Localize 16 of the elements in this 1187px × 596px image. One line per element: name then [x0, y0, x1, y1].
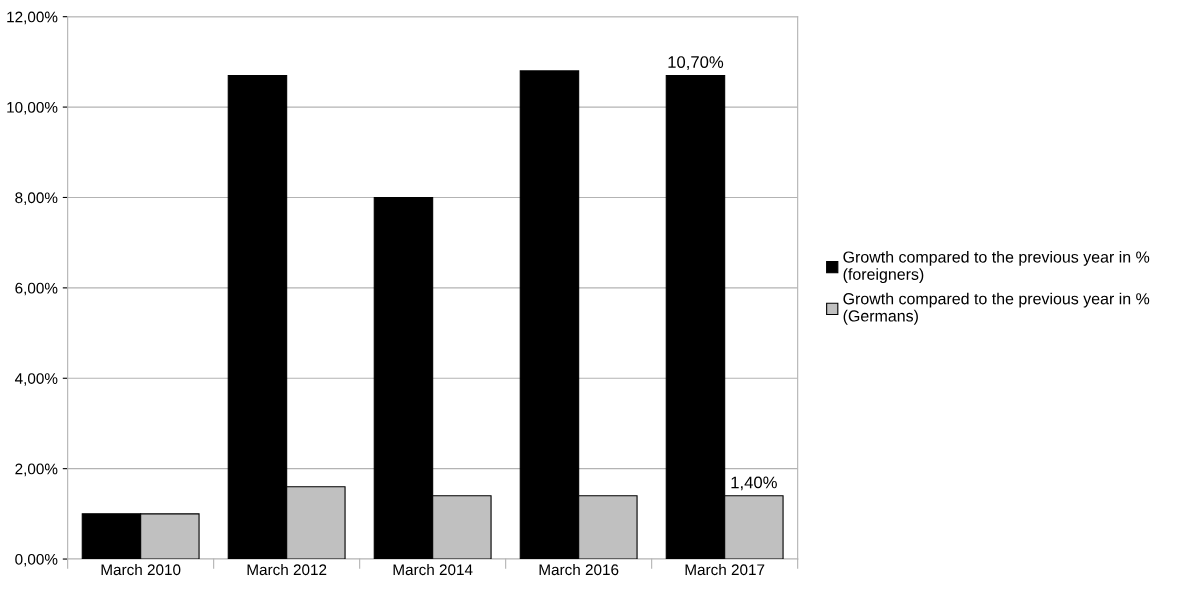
legend-label: Growth compared to the previous year in % (Germans) — [843, 292, 1150, 325]
x-tick-label: March 2016 — [539, 563, 619, 576]
y-tick-label: 10,00% — [7, 101, 58, 115]
x-tick-label: March 2012 — [247, 563, 327, 576]
y-tick-label: 12,00% — [7, 11, 58, 25]
data-label: 10,70% — [668, 56, 724, 70]
y-tick-label: 8,00% — [15, 192, 58, 205]
y-tick-label: 4,00% — [14, 373, 58, 386]
data-label: 1,40% — [731, 476, 777, 491]
x-tick-label: March 2010 — [101, 563, 181, 576]
x-tick-label: March 2014 — [393, 563, 473, 576]
y-tick-label: 0,00% — [15, 553, 58, 567]
legend-label: Growth compared to the previous year in % (foreigners) — [843, 250, 1150, 284]
x-tick-label: March 2017 — [685, 563, 765, 576]
y-tick-label: 2,00% — [15, 463, 58, 477]
y-tick-label: 6,00% — [15, 282, 58, 296]
